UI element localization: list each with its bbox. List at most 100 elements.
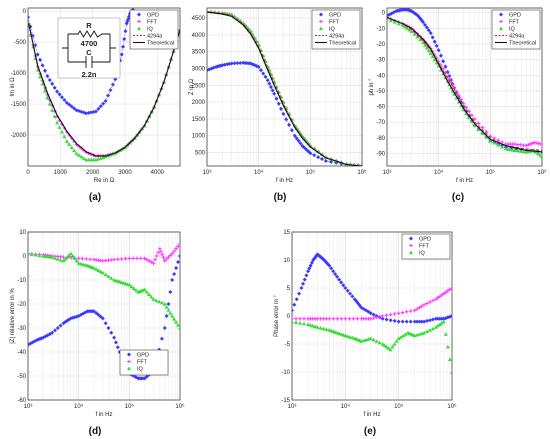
data-point [174,266,179,270]
data-point [127,256,132,261]
data-point [28,15,30,20]
data-point [142,256,147,261]
data-point [438,294,442,299]
data-point [404,319,409,324]
data-point [323,158,328,163]
data-point [78,261,83,266]
series-line [387,16,542,153]
data-point [33,252,38,257]
plot-frame [27,231,181,401]
legend-label-4294a: 4294a [147,34,163,40]
data-point [310,323,315,328]
data-point [350,335,355,340]
legend-label-gpd: GPD [137,353,149,359]
data-point [434,297,438,301]
inset-c-label: C [86,48,92,57]
data-point [69,145,74,150]
legend-label-gpd: GPD [147,13,159,19]
data-point [168,311,173,315]
legend-label-gpd: GPD [509,13,521,19]
data-point [176,260,180,264]
data-point [33,43,38,48]
data-point [166,308,171,312]
data-point [499,12,503,17]
data-point [329,159,334,164]
data-point [521,149,526,154]
data-point [339,317,344,321]
data-point [83,263,88,267]
data-point [55,257,60,261]
data-point [127,366,131,371]
data-point [418,37,423,42]
data-point [400,319,405,324]
data-point [170,278,175,282]
data-point [343,333,348,338]
data-point [164,305,169,309]
data-point [446,289,450,293]
data-point [270,88,275,93]
chart-panel-3: 10³ 10⁴ 10⁵ 10⁶ 0 -10 -20 -30 -40 -50 -60 -70 -80 -90… [369,7,547,203]
x-tick-label: 10⁶ [357,169,367,176]
x-tick-label: 10⁴ [434,169,444,176]
data-point [35,52,40,57]
data-point [476,127,481,131]
data-point [304,273,309,278]
data-point [348,335,353,339]
data-point [380,314,385,318]
data-point [57,125,62,129]
data-point [421,20,426,25]
data-point [333,272,338,276]
data-point [302,317,306,321]
data-point [298,317,302,321]
data-point [434,43,439,48]
data-point [403,332,408,336]
data-point [308,151,313,156]
data-point [160,253,165,257]
data-point [335,274,340,279]
data-point [235,61,240,66]
series-line [28,23,180,157]
data-point [158,247,162,251]
y-tick-label: 1500 [192,117,206,123]
data-point [316,155,321,160]
y-tick-label: 10 [283,258,290,264]
data-point [399,335,404,339]
data-point [386,346,391,350]
data-point [409,236,413,241]
data-point [292,133,297,138]
data-point [142,376,147,381]
data-point [157,299,162,304]
legend-label-fft: FFT [419,244,430,250]
data-point [467,115,472,120]
data-point [67,102,72,107]
data-point [331,269,336,274]
data-point [480,125,485,130]
data-point [499,26,503,31]
data-point [484,135,489,139]
data-point [68,251,73,256]
y-tick-label: -20 [17,302,26,308]
data-point [58,257,63,262]
data-point [432,39,437,44]
data-point [69,104,74,109]
data-point [443,64,448,69]
data-point [424,45,429,50]
data-point [424,25,429,30]
data-point [70,254,75,258]
data-point [388,347,393,352]
data-point [52,85,57,90]
data-point [426,48,431,53]
data-point [106,274,111,278]
data-point [351,317,356,321]
data-point [298,321,303,325]
y-tick-label: 2000 [192,100,206,106]
capacitor-icon [68,56,110,68]
data-point [384,313,389,318]
data-point [91,266,96,270]
data-point [360,164,362,166]
x-tick-label: 4000 [151,170,165,176]
series-layer [292,252,452,374]
data-point [392,342,397,346]
